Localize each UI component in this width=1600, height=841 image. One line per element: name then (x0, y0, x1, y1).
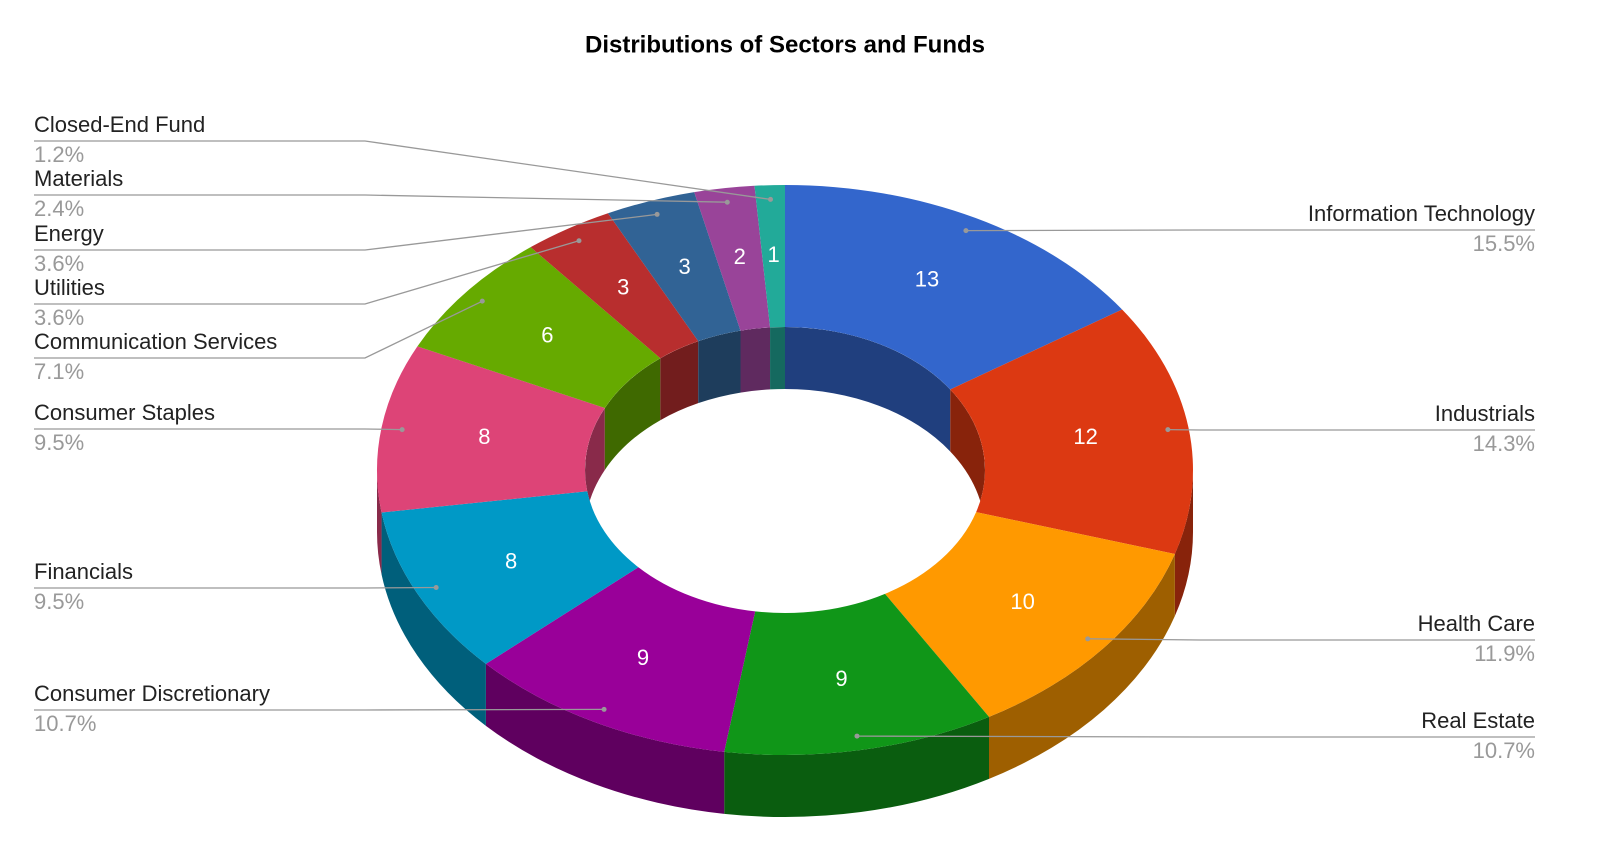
percent-label: 9.5% (34, 430, 84, 455)
slice-inner-wall (770, 327, 785, 390)
slice-value: 6 (541, 322, 553, 347)
category-label: Financials (34, 559, 133, 584)
percent-label: 1.2% (34, 142, 84, 167)
slice-value: 2 (734, 244, 746, 269)
slice (377, 346, 605, 513)
slice (530, 213, 699, 359)
slice-value: 3 (617, 275, 629, 300)
leader-line (34, 586, 437, 589)
slice-value: 13 (915, 267, 939, 292)
category-label: Closed-End Fund (34, 112, 205, 137)
outer-sides (377, 470, 1193, 818)
leader-dot (576, 238, 582, 244)
slice (694, 185, 771, 331)
leader-line (856, 735, 1535, 738)
leader-dot (854, 733, 860, 739)
inner-walls (585, 327, 985, 532)
slice-value: 3 (678, 254, 690, 279)
slice-side (381, 512, 486, 726)
slice-value: 10 (1010, 589, 1034, 614)
slice-inner-wall (740, 327, 771, 393)
leader-dot (654, 211, 660, 217)
chart-title: Distributions of Sectors and Funds (585, 31, 985, 58)
slice-inner-wall (698, 330, 741, 404)
leader-line (34, 194, 728, 203)
slice (754, 185, 785, 328)
slice-value: 8 (478, 424, 490, 449)
slice-side (377, 470, 382, 575)
leader-dot (479, 298, 485, 304)
slice (417, 247, 661, 408)
leader-line (34, 708, 605, 711)
category-label: Health Care (1418, 611, 1535, 636)
slice-value: 8 (505, 549, 517, 574)
leader-dot (1085, 636, 1091, 642)
slice-value: 9 (637, 645, 649, 670)
percent-label: 15.5% (1473, 231, 1535, 256)
slice-side (989, 554, 1175, 779)
leader-line (34, 300, 483, 359)
percent-label: 14.3% (1473, 431, 1535, 456)
category-label: Communication Services (34, 329, 277, 354)
leader-dot (963, 228, 969, 234)
slice-value: 12 (1073, 424, 1097, 449)
percent-label: 3.6% (34, 305, 84, 330)
slice-side (485, 663, 725, 814)
category-label: Materials (34, 166, 123, 191)
leader-dot (399, 427, 405, 433)
percent-label: 9.5% (34, 589, 84, 614)
category-label: Consumer Discretionary (34, 681, 270, 706)
leader-line (965, 229, 1535, 232)
slice-inner-wall (604, 358, 661, 470)
slice-value: 9 (835, 666, 847, 691)
slice (381, 491, 639, 664)
slice-side (1174, 470, 1193, 617)
percent-label: 10.7% (1473, 738, 1535, 763)
slice (785, 185, 1123, 390)
leader-dot (433, 584, 439, 590)
percent-label: 11.9% (1474, 641, 1535, 666)
category-label: Information Technology (1308, 201, 1535, 226)
slice (885, 512, 1175, 717)
category-label: Real Estate (1421, 708, 1535, 733)
slice (485, 567, 756, 752)
leader-line (34, 240, 580, 305)
percent-label: 2.4% (34, 196, 84, 221)
percent-label: 10.7% (34, 711, 96, 736)
slice-side (724, 716, 989, 818)
slice-inner-wall (785, 327, 951, 452)
category-label: Consumer Staples (34, 400, 215, 425)
leader-line (34, 213, 658, 251)
slice-value: 1 (768, 242, 780, 267)
slice-inner-wall (950, 389, 985, 532)
leader-dot (724, 199, 730, 205)
category-label: Industrials (1435, 401, 1535, 426)
slice (950, 309, 1194, 555)
slice-inner-wall (585, 407, 605, 532)
leader-dot (1165, 427, 1171, 433)
leader-line (34, 140, 771, 201)
slice (724, 593, 989, 756)
leader-line (34, 428, 403, 431)
percent-label: 7.1% (34, 359, 84, 384)
category-label: Utilities (34, 275, 105, 300)
leader-dot (601, 706, 607, 712)
percent-label: 3.6% (34, 251, 84, 276)
category-label: Energy (34, 221, 104, 246)
slice (607, 192, 741, 342)
slice-inner-wall (660, 341, 699, 421)
leader-dot (768, 196, 774, 202)
slices (377, 185, 1194, 756)
leader-line (1087, 638, 1535, 641)
